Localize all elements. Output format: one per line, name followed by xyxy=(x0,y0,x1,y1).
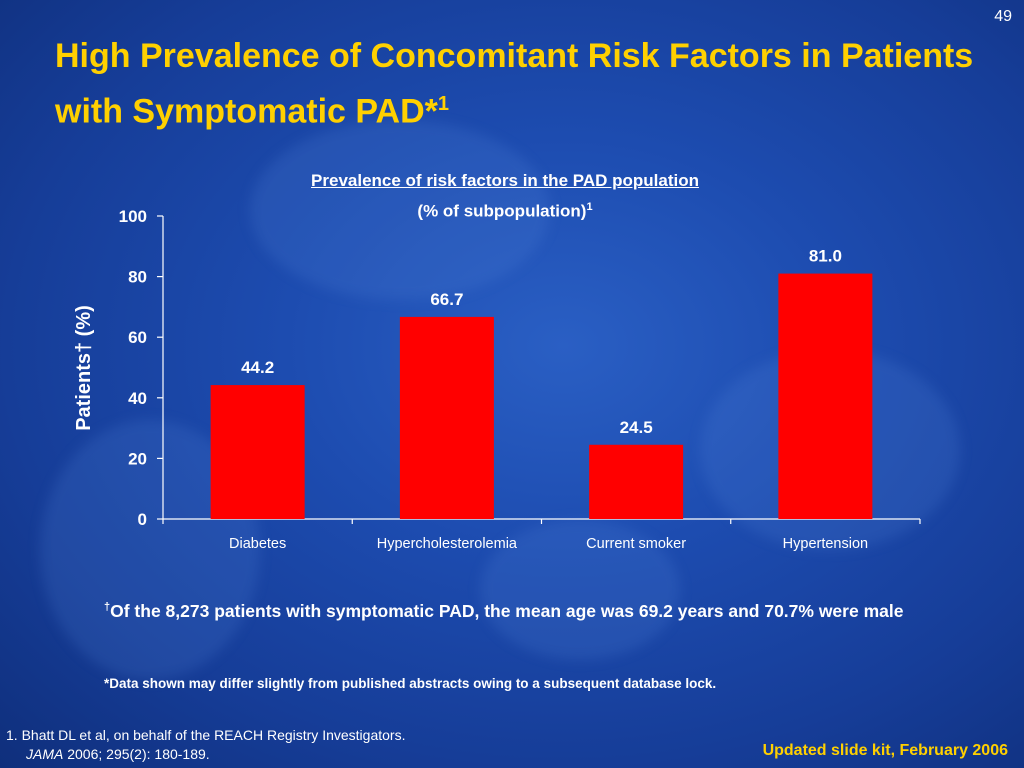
y-tick-label: 100 xyxy=(119,207,147,226)
page-number: 49 xyxy=(994,8,1012,25)
reference-line-1: 1. Bhatt DL et al, on behalf of the REAC… xyxy=(6,727,406,743)
x-category-label: Diabetes xyxy=(229,536,286,552)
reference-journal: JAMA xyxy=(26,746,64,762)
x-category-label: Current smoker xyxy=(586,536,686,552)
footnote-text: Of the 8,273 patients with symptomatic P… xyxy=(110,600,904,621)
bar-value-label: 81.0 xyxy=(809,247,842,266)
bar-value-label: 24.5 xyxy=(620,418,653,437)
bar-hypertension xyxy=(778,273,873,519)
reference-line-2: JAMA 2006; 295(2): 180-189. xyxy=(6,745,405,764)
chart-title-block: Prevalence of risk factors in the PAD po… xyxy=(220,168,790,225)
y-tick-label: 0 xyxy=(138,510,147,529)
y-axis-label: Patients† (%) xyxy=(73,305,95,431)
database-note: *Data shown may differ slightly from pub… xyxy=(104,676,717,691)
chart-subtitle-line: (% of subpopulation)1 xyxy=(220,194,790,225)
footnote-dagger: † xyxy=(104,601,111,613)
bar-value-label: 44.2 xyxy=(241,358,274,377)
x-category-label: Hypertension xyxy=(783,536,868,552)
bar-current-smoker xyxy=(589,444,684,519)
updated-label: Updated slide kit, February 2006 xyxy=(762,742,1008,759)
bar-value-label: 66.7 xyxy=(430,290,463,309)
slide-title-superscript: 1 xyxy=(437,93,449,115)
y-tick-label: 80 xyxy=(128,268,147,287)
bar-diabetes xyxy=(210,385,305,519)
slide-title-text: High Prevalence of Concomitant Risk Fact… xyxy=(55,37,974,131)
bar-hypercholesterolemia xyxy=(399,316,494,519)
x-category-label: Hypercholesterolemia xyxy=(377,536,518,552)
y-tick-label: 20 xyxy=(128,449,147,468)
footnote: †Of the 8,273 patients with symptomatic … xyxy=(104,594,924,624)
reference-citation: 2006; 295(2): 180-189. xyxy=(63,746,210,762)
slide-title: High Prevalence of Concomitant Risk Fact… xyxy=(55,32,995,135)
chart-subtitle: (% of subpopulation) xyxy=(417,201,587,221)
reference: 1. Bhatt DL et al, on behalf of the REAC… xyxy=(6,726,405,764)
y-tick-label: 40 xyxy=(128,389,147,408)
chart-title: Prevalence of risk factors in the PAD po… xyxy=(311,171,699,190)
y-tick-label: 60 xyxy=(128,328,147,347)
chart-subtitle-superscript: 1 xyxy=(586,201,593,213)
